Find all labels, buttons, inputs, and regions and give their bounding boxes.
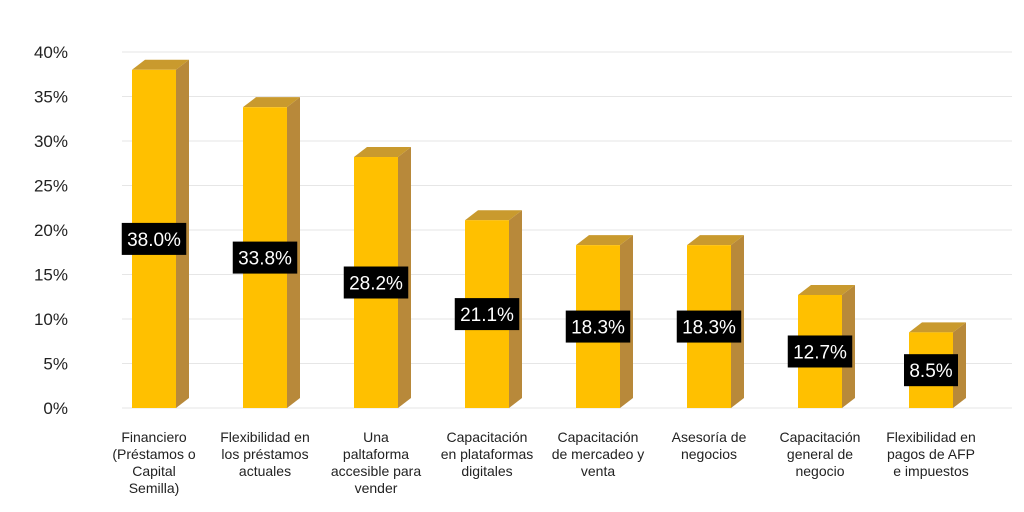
data-label-text: 8.5% — [909, 361, 952, 382]
data-label-box — [121, 222, 187, 255]
category-label-line: actuales — [239, 463, 291, 479]
y-tick-label: 20% — [34, 221, 68, 240]
category-label-line: digitales — [461, 463, 512, 479]
bar-top — [798, 284, 855, 295]
category-label-line: Asesoría de — [672, 429, 747, 445]
y-tick-label: 5% — [43, 355, 68, 374]
data-label-text: 18.3% — [682, 318, 736, 339]
data-label-text: 33.8% — [238, 249, 292, 270]
y-tick-label: 15% — [34, 266, 68, 285]
category-label-line: Capital — [132, 463, 176, 479]
category-label-line: negocios — [681, 446, 737, 462]
category-label-line: e impuestos — [893, 463, 968, 479]
category-label: Asesoría de negocios — [672, 429, 747, 462]
data-label: 8.5% — [904, 354, 958, 387]
category-label-line: en plataformas — [441, 446, 534, 462]
data-label-box — [343, 266, 409, 299]
category-labels: Financiero (Préstamos o Capital Semilla) Fle… — [112, 429, 975, 496]
category-label: Capacitación general de negocio — [780, 429, 861, 479]
category-label-line: general de — [787, 446, 853, 462]
y-axis-ticks: 0% 5% 10% 15% 20% 25% 30% 35% 40% — [34, 43, 68, 418]
category-label-line: (Préstamos o — [112, 446, 195, 462]
data-label-text: 12.7% — [793, 342, 847, 363]
y-tick-label: 25% — [34, 177, 68, 196]
data-label: 21.1% — [454, 298, 520, 331]
category-label: Flexibilidad en pagos de AFP e impuestos — [886, 429, 976, 479]
category-label-line: Capacitación — [447, 429, 528, 445]
data-label: 18.3% — [676, 310, 742, 343]
category-label: Capacitación de mercadeo y venta — [552, 429, 645, 479]
data-label-box — [904, 354, 958, 387]
category-label: Financiero (Préstamos o Capital Semilla) — [112, 429, 195, 496]
y-tick-label: 30% — [34, 132, 68, 151]
category-label-line: accesible para — [331, 463, 421, 479]
bar-top — [243, 97, 300, 108]
category-label-line: venta — [581, 463, 615, 479]
y-tick-label: 0% — [43, 399, 68, 418]
data-label-box — [676, 310, 742, 343]
category-label-line: de mercadeo y — [552, 446, 645, 462]
data-label-box — [565, 310, 631, 343]
category-label-line: Una — [363, 429, 389, 445]
data-label: 38.0% — [121, 222, 187, 255]
bar-top — [132, 59, 189, 70]
category-label: Capacitación en plataformas digitales — [441, 429, 534, 479]
data-label-text: 38.0% — [127, 230, 181, 251]
data-label: 33.8% — [232, 241, 298, 274]
category-label-line: negocio — [795, 463, 844, 479]
bar-top — [909, 322, 966, 333]
data-labels: 38.0% 33.8% 28.2% 21.1% 18.3% 18.3% 12.7% 8.5% — [121, 222, 958, 387]
bar-side — [953, 322, 966, 408]
data-label: 28.2% — [343, 266, 409, 299]
category-label-line: Capacitación — [558, 429, 639, 445]
data-label-text: 18.3% — [571, 318, 625, 339]
category-label: Flexibilidad en los préstamos actuales — [220, 429, 310, 479]
data-label-box — [787, 335, 853, 368]
data-label-box — [454, 298, 520, 331]
bar-top — [465, 210, 522, 221]
category-label: Una paltaforma accesible para vender — [331, 429, 421, 496]
category-label-line: Capacitación — [780, 429, 861, 445]
bar-top — [576, 235, 633, 246]
data-label-box — [232, 241, 298, 274]
category-label-line: los préstamos — [221, 446, 308, 462]
y-tick-label: 35% — [34, 88, 68, 107]
y-tick-label: 10% — [34, 310, 68, 329]
category-label-line: Semilla) — [129, 480, 180, 496]
category-label-line: paltaforma — [343, 446, 409, 462]
category-label-line: Financiero — [121, 429, 187, 445]
category-label-line: Flexibilidad en — [886, 429, 976, 445]
data-label-text: 28.2% — [349, 274, 403, 295]
data-label-text: 21.1% — [460, 305, 514, 326]
data-label: 12.7% — [787, 335, 853, 368]
category-label-line: Flexibilidad en — [220, 429, 310, 445]
bar-top — [354, 147, 411, 158]
category-label-line: vender — [355, 480, 398, 496]
category-label-line: pagos de AFP — [887, 446, 975, 462]
bar-top — [687, 235, 744, 246]
y-tick-label: 40% — [34, 43, 68, 62]
data-label: 18.3% — [565, 310, 631, 343]
